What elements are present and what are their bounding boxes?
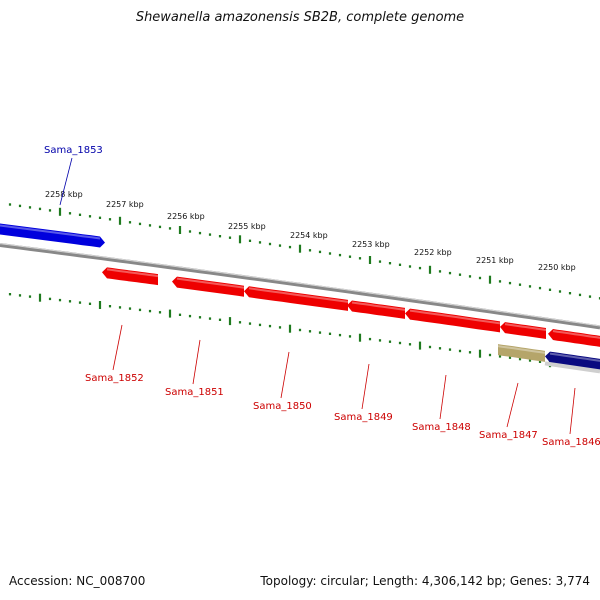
label-gene-sama-1851: Sama_1851: [165, 387, 224, 398]
leader-gene-sama-1848: [439, 374, 447, 420]
scale-label: 2256 kbp: [167, 212, 205, 221]
gene-sama-1849: [347, 300, 405, 319]
gene-sama-1852-shine: [106, 268, 159, 278]
gene-unlabeled-2-shine: [552, 330, 600, 339]
scale-label: 2250 kbp: [538, 263, 576, 272]
gene-unlabeled-1-shine: [504, 323, 547, 331]
genome-summary: Topology: circular; Length: 4,306,142 bp…: [260, 574, 590, 588]
gene-sama-1846-shine: [549, 352, 600, 362]
scale-label: 2253 kbp: [352, 240, 390, 249]
label-gene-sama-1846: Sama_1846: [542, 437, 600, 448]
leader-gene-sama-1850: [280, 351, 290, 399]
gene-unlabeled-1: [500, 322, 546, 339]
scale-label: 2252 kbp: [414, 248, 452, 257]
leader-gene-sama-1847: [506, 382, 519, 428]
gene-labels: Sama_1853 Sama_1852 Sama_1851 Sama_1850 Sama…: [44, 145, 600, 448]
backbone-line: [0, 243, 600, 330]
gene-sama-1850-shine: [248, 287, 349, 303]
gene-unlabeled-2: [548, 329, 600, 347]
leader-gene-sama-1851: [192, 339, 201, 385]
outer-tick-ring: [8, 203, 600, 300]
genome-backbone: [0, 243, 600, 330]
scale-label: 2254 kbp: [290, 231, 328, 240]
leader-gene-sama-1852: [112, 324, 123, 371]
leader-gene-sama-1853: [59, 157, 73, 206]
gene-sama-1848: [405, 308, 500, 333]
gene-sama-1848-shine: [409, 309, 501, 325]
label-gene-sama-1853: Sama_1853: [44, 145, 103, 156]
scale-labels: 2258 kbp 2257 kbp 2256 kbp 2255 kbp 2254 kbp…: [45, 190, 576, 272]
map-title: Shewanella amazonensis SB2B, complete ge…: [135, 10, 465, 25]
gene-sama-1850: [244, 286, 348, 311]
label-gene-sama-1852: Sama_1852: [85, 373, 144, 384]
gene-sama-1847: [498, 344, 545, 362]
scale-label: 2257 kbp: [106, 200, 144, 209]
label-gene-sama-1847: Sama_1847: [479, 430, 538, 441]
gene-sama-1849-shine: [351, 301, 406, 311]
label-gene-sama-1850: Sama_1850: [253, 401, 312, 412]
gene-sama-1853: [0, 223, 105, 248]
gene-sama-1846: [545, 351, 600, 370]
label-gene-sama-1849: Sama_1849: [334, 412, 393, 423]
gene-sama-1851: [172, 276, 244, 297]
scale-label: 2251 kbp: [476, 256, 514, 265]
leader-gene-sama-1846: [569, 387, 576, 435]
gene-sama-1852: [102, 267, 158, 286]
scale-label: 2255 kbp: [228, 222, 266, 231]
gene-track: [0, 223, 600, 374]
gene-sama-1851-shine: [176, 277, 245, 289]
backbone-highlight: [0, 243, 600, 327]
label-gene-sama-1848: Sama_1848: [412, 422, 471, 433]
gene-sama-1847-shine: [497, 345, 546, 354]
gene-sama-1846-shadow: [544, 361, 600, 374]
leader-gene-sama-1849: [361, 363, 370, 410]
gene-sama-1853-shine: [0, 224, 101, 240]
accession-text: Accession: NC_008700: [9, 574, 146, 588]
scale-label: 2258 kbp: [45, 190, 83, 199]
